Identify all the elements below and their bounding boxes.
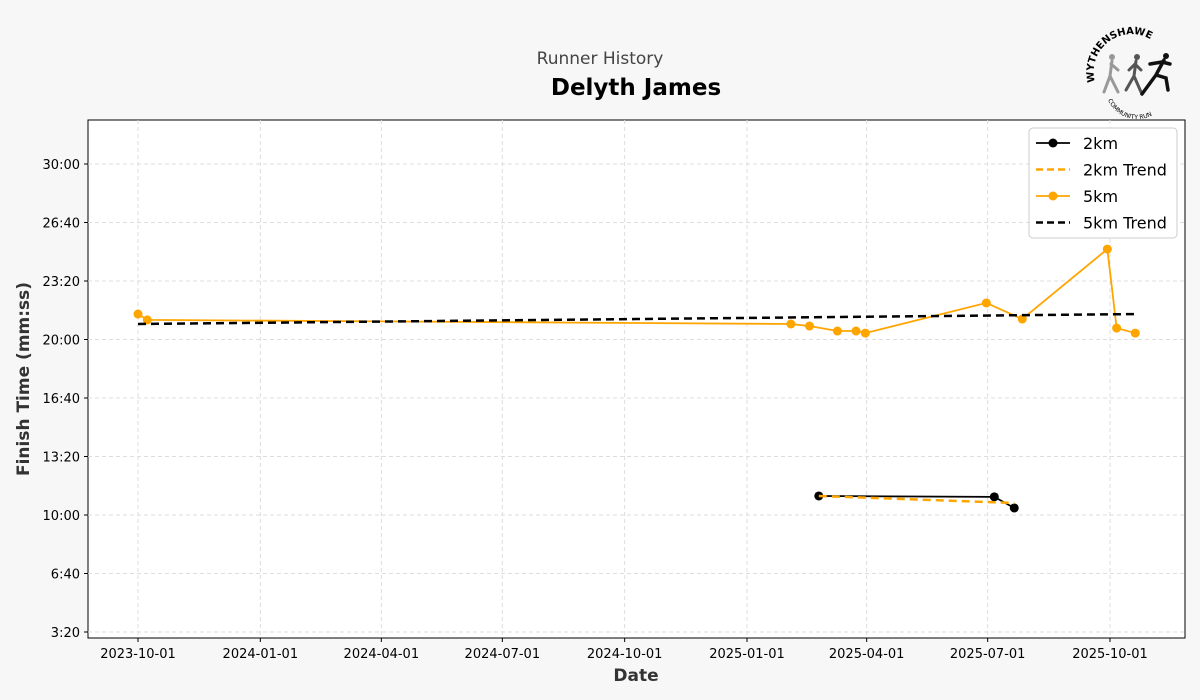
chart-title: Delyth James <box>551 75 721 101</box>
y-axis: 3:20 6:40 10:00 13:20 16:40 20:00 23:20 26:40 30… <box>43 158 88 641</box>
svg-text:COMMUNITY RUN: COMMUNITY RUN <box>1106 98 1153 121</box>
x-axis-label: Date <box>613 666 658 686</box>
series-line-5km-trend <box>137 312 1136 326</box>
logo-text-bottom: COMMUNITY RUN <box>1106 98 1153 121</box>
club-logo: WYTHENSHAWE COMMUNITY RUN <box>1085 26 1172 121</box>
data-point-5km <box>981 298 991 308</box>
chart-subtitle: Runner History <box>537 49 664 69</box>
x-tick-label: 2025-04-01 <box>829 647 905 662</box>
y-tick-label: 10:00 <box>43 509 80 524</box>
data-point-5km <box>804 321 814 331</box>
data-point-5km <box>832 326 842 336</box>
x-tick-label: 2024-01-01 <box>223 647 299 662</box>
x-tick-label: 2025-10-01 <box>1072 647 1148 662</box>
data-point-2km <box>1009 503 1019 513</box>
legend-label: 2km Trend <box>1083 161 1167 180</box>
series-line-2km-trend <box>818 494 1015 505</box>
y-tick-label: 20:00 <box>43 334 80 349</box>
y-tick-label: 23:20 <box>43 275 80 290</box>
x-tick-label: 2024-04-01 <box>344 647 420 662</box>
plot-area <box>87 119 1186 639</box>
series-layer <box>133 244 1140 513</box>
series-2km-trend <box>818 494 1015 505</box>
data-point-5km <box>786 319 796 329</box>
y-tick-label: 6:40 <box>51 568 80 583</box>
data-point-5km <box>1017 314 1027 324</box>
x-tick-label: 2025-07-01 <box>950 647 1026 662</box>
legend: 2km 2km Trend 5km 5km Trend <box>1028 127 1178 239</box>
data-point-5km <box>1130 328 1140 338</box>
data-point-5km <box>1102 244 1112 254</box>
legend-label: 5km <box>1083 187 1118 206</box>
x-tick-label: 2025-01-01 <box>709 647 785 662</box>
data-point-2km <box>989 492 999 502</box>
runner-silhouettes-icon <box>1102 53 1172 96</box>
series-5km <box>133 244 1140 338</box>
y-tick-label: 26:40 <box>43 217 80 232</box>
y-tick-label: 30:00 <box>43 158 80 173</box>
data-point-5km <box>1112 323 1122 333</box>
x-tick-label: 2024-10-01 <box>587 647 663 662</box>
legend-item-5km: 5km <box>1036 187 1118 206</box>
y-axis-label: Finish Time (mm:ss) <box>14 282 34 476</box>
x-tick-label: 2023-10-01 <box>100 647 176 662</box>
legend-label: 2km <box>1083 134 1118 153</box>
x-axis: 2023-10-01 2024-01-01 2024-04-01 2024-07-01… <box>100 638 1148 662</box>
series-2km <box>814 491 1019 513</box>
legend-item-2km: 2km <box>1036 134 1118 153</box>
data-point-5km <box>851 326 861 336</box>
data-point-5km <box>133 309 143 319</box>
logo-text-top: WYTHENSHAWE <box>1085 26 1154 83</box>
series-5km-trend <box>137 312 1136 326</box>
data-point-5km <box>860 328 870 338</box>
data-point-5km <box>142 315 152 325</box>
legend-marker <box>1048 191 1058 201</box>
y-tick-label: 3:20 <box>51 626 80 641</box>
legend-label: 5km Trend <box>1083 214 1167 233</box>
x-tick-label: 2024-07-01 <box>465 647 541 662</box>
legend-item-5km-trend: 5km Trend <box>1036 214 1167 233</box>
y-tick-label: 16:40 <box>43 392 80 407</box>
svg-text:WYTHENSHAWE: WYTHENSHAWE <box>1085 26 1154 83</box>
y-tick-label: 13:20 <box>43 451 80 466</box>
legend-marker <box>1048 138 1058 148</box>
legend-item-2km-trend: 2km Trend <box>1036 161 1167 180</box>
series-line-5km <box>137 247 1136 334</box>
